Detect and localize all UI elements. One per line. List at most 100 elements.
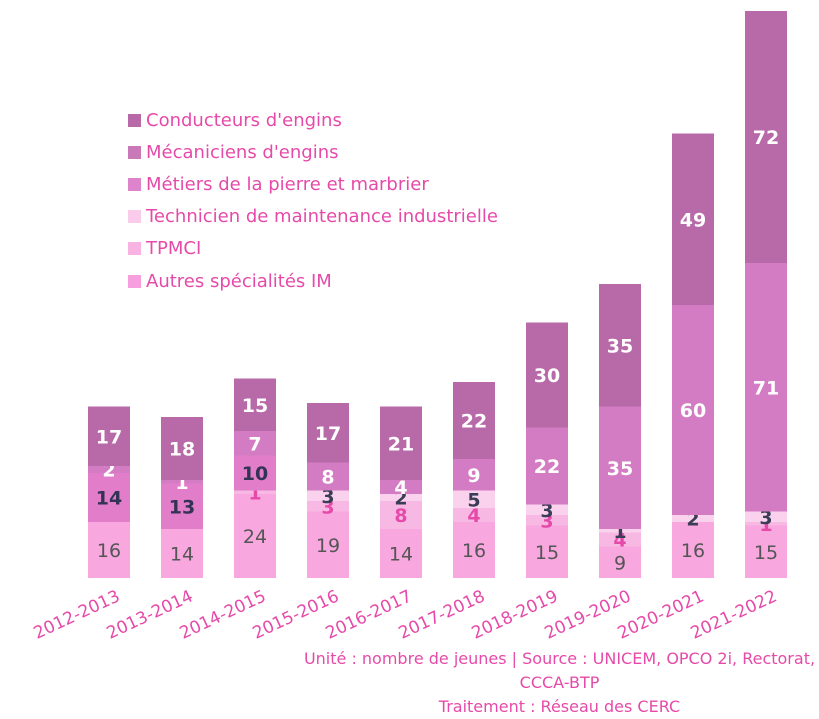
data-label: 18	[169, 439, 195, 461]
bar-segment	[526, 515, 568, 526]
bar-segment	[453, 522, 495, 578]
bar-segment	[88, 522, 130, 578]
legend-item: Conducteurs d'engins	[128, 104, 498, 136]
legend-label: TPMCI	[146, 238, 202, 260]
data-label: 30	[534, 365, 560, 387]
data-label: 17	[96, 426, 122, 448]
data-label: 21	[388, 433, 414, 455]
source-line: Unité : nombre de jeunes | Source : UNIC…	[303, 649, 816, 692]
bar-segment	[88, 406, 130, 466]
data-label: 19	[316, 535, 340, 557]
data-label: 3	[759, 507, 772, 529]
data-label: 5	[467, 489, 480, 511]
bar-segment	[526, 322, 568, 428]
data-label: 8	[321, 467, 334, 489]
bar-segment	[161, 480, 203, 484]
data-label: 35	[607, 335, 633, 357]
bar-segment	[307, 490, 349, 501]
data-label: 24	[243, 526, 267, 548]
bar-segment	[307, 511, 349, 578]
legend-item: Métiers de la pierre et marbrier	[128, 168, 498, 200]
data-label: 14	[170, 544, 194, 566]
data-label: 49	[680, 209, 706, 231]
bar-segment	[599, 406, 641, 529]
data-label: 3	[540, 510, 553, 532]
bar-segment	[234, 494, 276, 578]
bar-segment	[234, 431, 276, 456]
data-label: 15	[535, 542, 559, 564]
legend-label: Métiers de la pierre et marbrier	[146, 173, 429, 195]
legend-swatch	[128, 113, 141, 127]
data-label: 3	[321, 486, 334, 508]
data-label: 16	[681, 540, 705, 562]
bar-segment	[380, 501, 422, 529]
bar-segment	[745, 11, 787, 263]
legend-item: TPMCI	[128, 233, 498, 265]
bar-segment	[745, 511, 787, 522]
bar-segment	[599, 529, 641, 533]
bar-segment	[745, 522, 787, 526]
legend-item: Technicien de maintenance industrielle	[128, 201, 498, 233]
data-label: 4	[467, 505, 480, 527]
bar-segment	[672, 133, 714, 305]
data-label: 71	[753, 377, 779, 399]
bar-segment	[161, 483, 203, 529]
bar-segment	[526, 525, 568, 578]
bar-segment	[88, 473, 130, 522]
bar-segment	[307, 462, 349, 491]
data-label: 15	[242, 395, 268, 417]
legend-swatch	[128, 242, 141, 256]
treatment-line: Traitement : Réseau des CERC	[438, 697, 681, 716]
legend-item: Autres spécialités IM	[128, 265, 498, 297]
bar-segment	[599, 546, 641, 578]
legend-label: Technicien de maintenance industrielle	[146, 206, 498, 228]
data-label: 72	[753, 127, 779, 149]
data-label: 4	[613, 530, 626, 552]
bar-segment	[234, 490, 276, 494]
bar-segment	[453, 508, 495, 522]
data-label: 9	[467, 465, 480, 487]
bar-segment	[161, 417, 203, 480]
data-label: 60	[680, 400, 706, 422]
data-label: 9	[614, 552, 626, 574]
bar-segment	[526, 427, 568, 505]
legend-swatch	[128, 145, 141, 159]
data-label: 15	[754, 542, 778, 564]
legend-label: Autres spécialités IM	[146, 270, 332, 292]
bar-segment	[745, 525, 787, 578]
chart-legend: Conducteurs d'engins Mécaniciens d'engins…	[128, 104, 498, 297]
data-label: 22	[461, 411, 487, 433]
bar-segment	[672, 522, 714, 578]
bar-segment	[453, 490, 495, 508]
bar-segment	[307, 501, 349, 512]
bar-segment	[380, 529, 422, 578]
legend-swatch	[128, 274, 141, 288]
data-label: 16	[462, 540, 486, 562]
data-label: 16	[97, 540, 121, 562]
data-label: 14	[389, 544, 413, 566]
legend-item: Mécaniciens d'engins	[128, 136, 498, 168]
bar-segment	[380, 406, 422, 480]
bar-segment	[234, 455, 276, 491]
bar-segment	[453, 382, 495, 459]
data-label: 35	[607, 458, 633, 480]
bar-segment	[599, 532, 641, 547]
legend-swatch	[128, 177, 141, 191]
data-label: 7	[248, 433, 261, 455]
data-label: 4	[394, 477, 407, 499]
bar-segment	[672, 305, 714, 515]
data-label: 10	[242, 463, 268, 485]
data-label: 13	[169, 496, 195, 518]
data-label: 3	[321, 496, 334, 518]
bar-segment	[380, 480, 422, 494]
bar-segment	[88, 466, 130, 473]
bar-segment	[161, 529, 203, 578]
bar-segment	[599, 284, 641, 407]
data-label: 14	[96, 488, 122, 510]
legend-label: Mécaniciens d'engins	[146, 141, 339, 163]
data-label: 22	[534, 456, 560, 478]
bar-segment	[745, 263, 787, 512]
bar-segment	[453, 459, 495, 491]
data-label: 8	[394, 505, 407, 527]
